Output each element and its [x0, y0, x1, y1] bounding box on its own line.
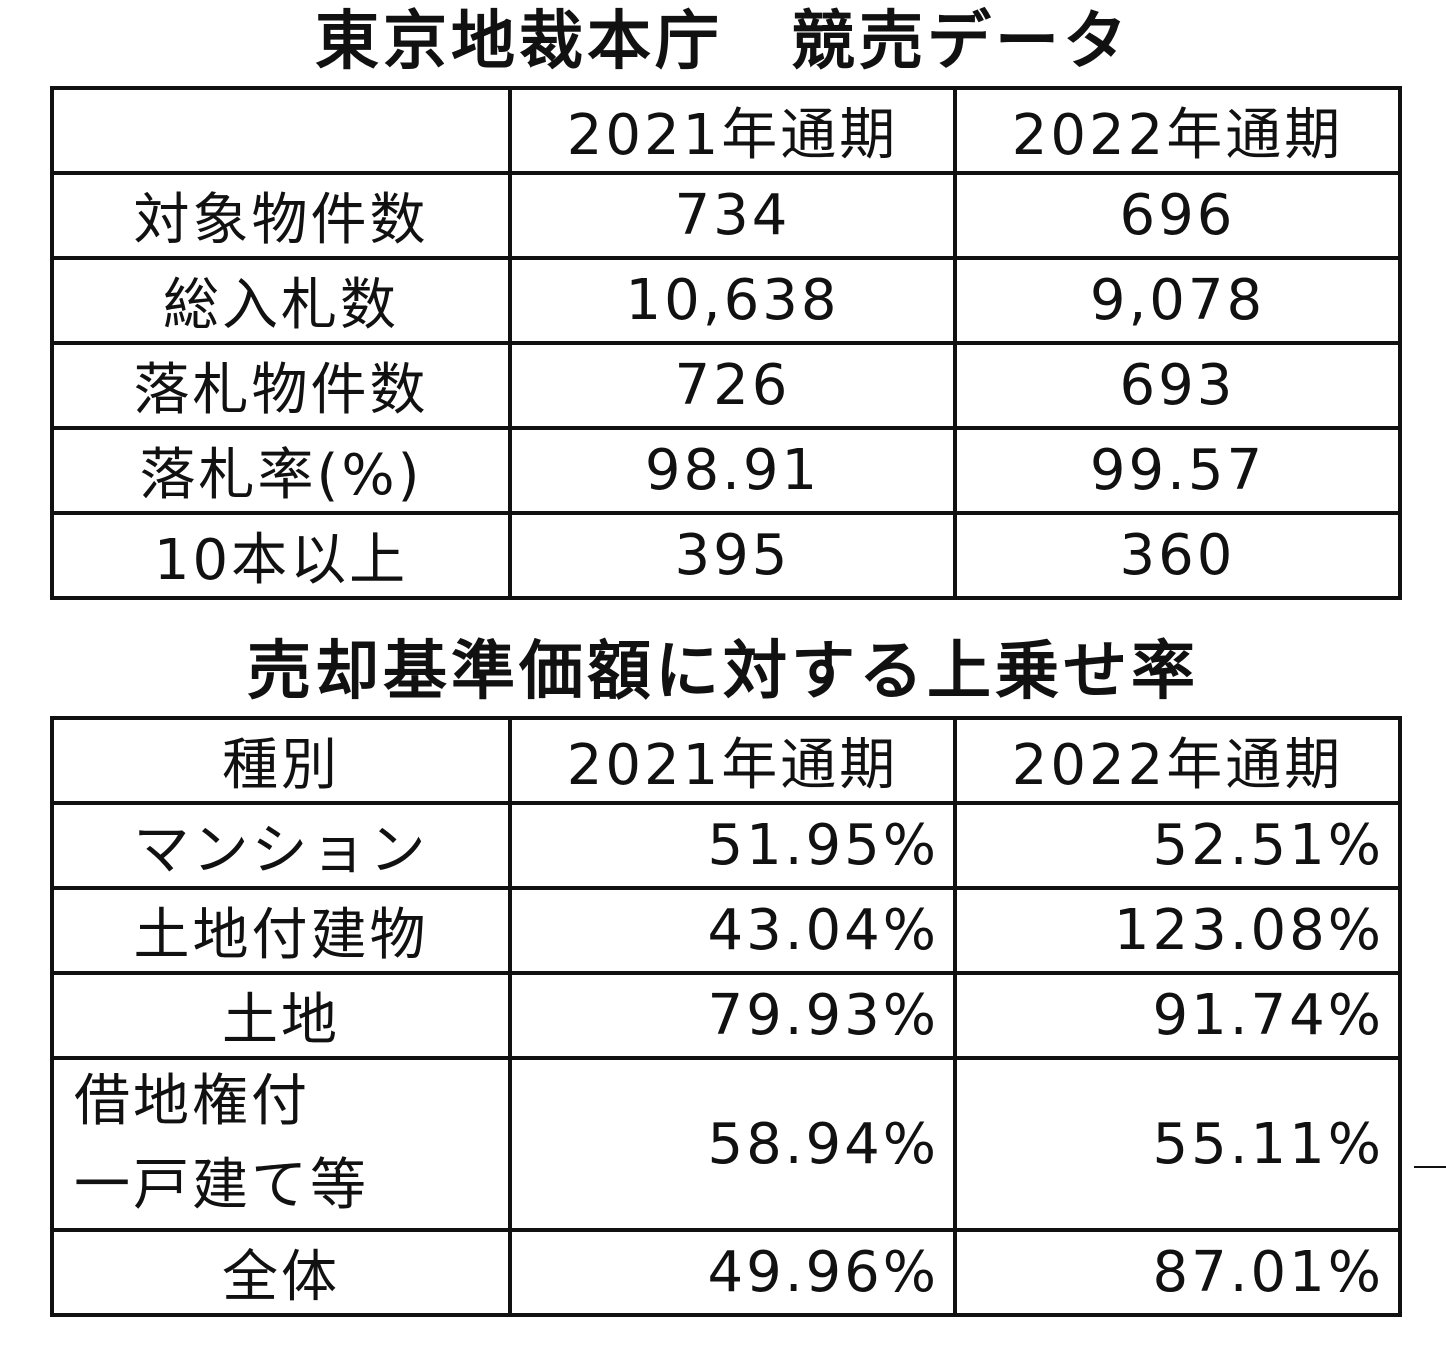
auction-data-title: 東京地裁本庁 競売データ [315, 5, 1131, 79]
markup-rate-table: 種別 2021年通期 2022年通期 マンション 51.95% 52.51% 土… [50, 716, 1402, 1317]
table-row: 全体 49.96% 87.01% [50, 1228, 1402, 1317]
value-2022: 99.57 [953, 426, 1402, 515]
header-cell-2022: 2022年通期 [953, 716, 1402, 805]
header-cell-2022: 2022年通期 [953, 86, 1402, 175]
row-label-line1: 借地権付 [74, 1069, 310, 1134]
table-row: 借地権付 一戸建て等 58.94% 55.11% [50, 1056, 1402, 1232]
row-label: 土地 [50, 971, 512, 1060]
table-row: 総入札数 10,638 9,078 [50, 256, 1402, 345]
value-2022: 91.74% [953, 971, 1402, 1060]
table-row: 土地 79.93% 91.74% [50, 971, 1402, 1060]
table-header-row: 2021年通期 2022年通期 [50, 86, 1402, 175]
table-row: 落札率(%) 98.91 99.57 [50, 426, 1402, 515]
header-cell-2021: 2021年通期 [508, 716, 957, 805]
row-label: 総入札数 [50, 256, 512, 345]
value-2022: 123.08% [953, 886, 1402, 975]
header-cell-type: 種別 [50, 716, 512, 805]
row-label: 落札物件数 [50, 341, 512, 430]
value-2021: 98.91 [508, 426, 957, 515]
value-2022: 55.11% [953, 1056, 1402, 1232]
value-2021: 58.94% [508, 1056, 957, 1232]
table-header-row: 種別 2021年通期 2022年通期 [50, 716, 1402, 805]
value-2021: 49.96% [508, 1228, 957, 1317]
markup-rate-title: 売却基準価額に対する上乗せ率 [247, 635, 1199, 709]
value-2021: 79.93% [508, 971, 957, 1060]
value-2022: 693 [953, 341, 1402, 430]
value-2022: 52.51% [953, 801, 1402, 890]
header-cell-2021: 2021年通期 [508, 86, 957, 175]
table-row: 10本以上 395 360 [50, 511, 1402, 600]
value-2021: 43.04% [508, 886, 957, 975]
row-label: 10本以上 [50, 511, 512, 600]
margin-dash-mark [1414, 1166, 1446, 1168]
value-2022: 696 [953, 171, 1402, 260]
table-row: 落札物件数 726 693 [50, 341, 1402, 430]
value-2022: 87.01% [953, 1228, 1402, 1317]
value-2021: 734 [508, 171, 957, 260]
row-label: 借地権付 一戸建て等 [50, 1056, 512, 1232]
table-row: マンション 51.95% 52.51% [50, 801, 1402, 890]
value-2021: 395 [508, 511, 957, 600]
row-label: 対象物件数 [50, 171, 512, 260]
value-2022: 360 [953, 511, 1402, 600]
value-2021: 726 [508, 341, 957, 430]
value-2021: 51.95% [508, 801, 957, 890]
value-2021: 10,638 [508, 256, 957, 345]
row-label: 土地付建物 [50, 886, 512, 975]
row-label: マンション [50, 801, 512, 890]
value-2022: 9,078 [953, 256, 1402, 345]
table-row: 対象物件数 734 696 [50, 171, 1402, 260]
table-row: 土地付建物 43.04% 123.08% [50, 886, 1402, 975]
row-label: 落札率(%) [50, 426, 512, 515]
row-label-line2: 一戸建て等 [74, 1153, 369, 1218]
row-label: 全体 [50, 1228, 512, 1317]
header-cell-empty [50, 86, 512, 175]
auction-data-table: 2021年通期 2022年通期 対象物件数 734 696 総入札数 10,63… [50, 86, 1402, 600]
